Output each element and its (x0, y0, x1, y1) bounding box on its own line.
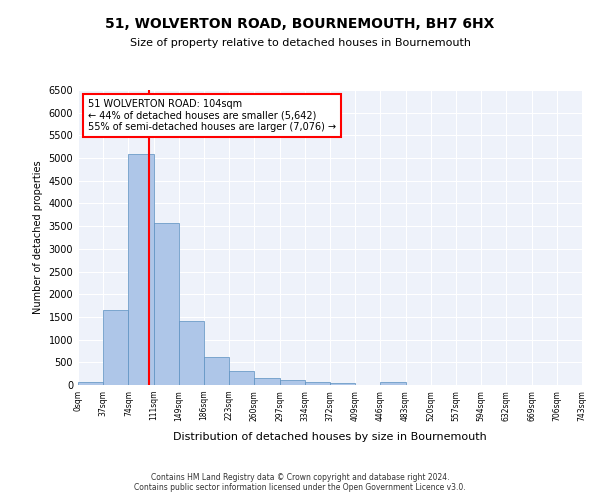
Bar (330, 382, 355, 385)
Bar (78, 382, 103, 385)
Bar (204, 357, 229, 385)
Bar (128, 154, 154, 385)
Bar (254, 378, 280, 385)
Text: 51, WOLVERTON ROAD, BOURNEMOUTH, BH7 6HX: 51, WOLVERTON ROAD, BOURNEMOUTH, BH7 6HX (106, 18, 494, 32)
Bar (179, 322, 204, 385)
Text: Contains HM Land Registry data © Crown copyright and database right 2024.
Contai: Contains HM Land Registry data © Crown c… (134, 473, 466, 492)
Y-axis label: Number of detached properties: Number of detached properties (33, 160, 43, 314)
Bar (229, 371, 254, 385)
Bar (103, 310, 128, 385)
Bar (154, 222, 179, 385)
Bar (305, 382, 330, 385)
Text: 51 WOLVERTON ROAD: 104sqm
← 44% of detached houses are smaller (5,642)
55% of se: 51 WOLVERTON ROAD: 104sqm ← 44% of detac… (88, 99, 336, 132)
Bar (280, 380, 305, 385)
X-axis label: Distribution of detached houses by size in Bournemouth: Distribution of detached houses by size … (173, 432, 487, 442)
Text: Size of property relative to detached houses in Bournemouth: Size of property relative to detached ho… (130, 38, 470, 48)
Bar (380, 382, 406, 385)
